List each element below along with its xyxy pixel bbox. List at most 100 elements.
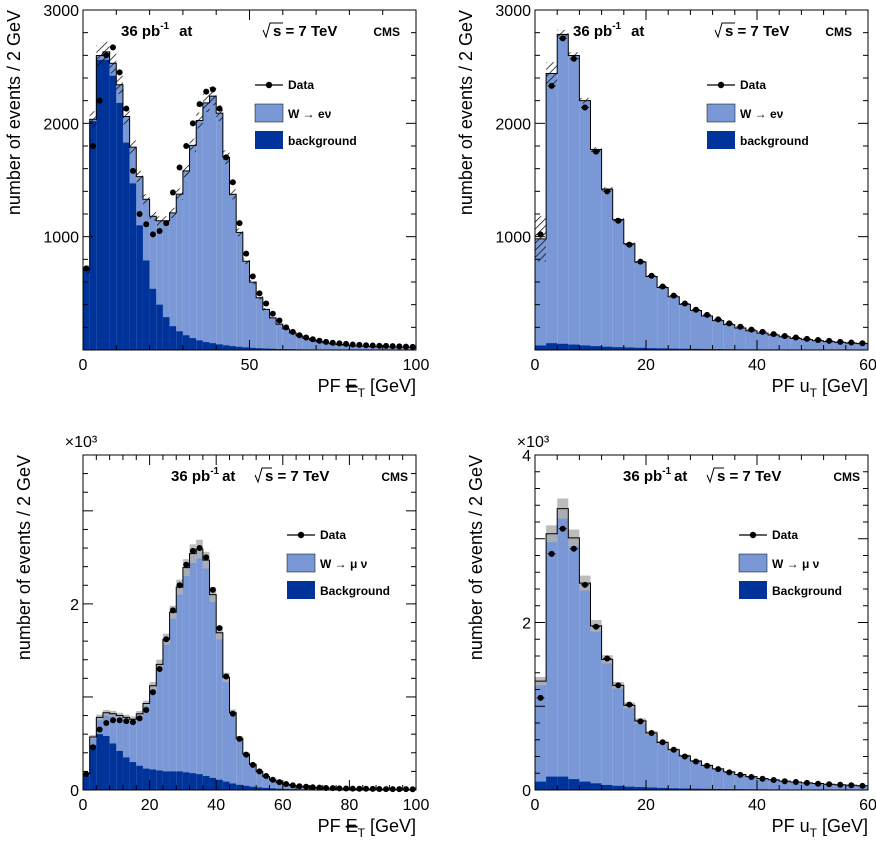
lumi-at: at <box>222 468 235 485</box>
signal-bar <box>202 102 210 350</box>
data-point <box>604 655 611 662</box>
background-bar <box>209 777 217 790</box>
y-tick-label: 3000 <box>495 3 531 20</box>
background-bar <box>634 347 646 350</box>
x-tick-label: 0 <box>79 797 88 814</box>
signal-bar <box>601 189 613 350</box>
signal-bar <box>590 149 602 350</box>
data-point <box>626 701 633 708</box>
mc-total-outline <box>534 33 868 350</box>
signal-bar <box>309 340 317 350</box>
lumi-label: 36 pb-1 at <box>623 466 687 485</box>
data-point <box>681 300 688 307</box>
data-point <box>648 272 655 279</box>
x-tick-label: 0 <box>531 797 540 814</box>
data-point <box>83 771 90 778</box>
y-tick-label: 2 <box>522 616 531 633</box>
data-point <box>256 290 263 297</box>
background-bar <box>102 736 110 790</box>
data-point <box>637 718 644 725</box>
panel-top-right: 0 20 40 60 1000 2000 3000 number of events / 2 … <box>456 3 876 400</box>
data-point <box>309 336 316 343</box>
background-bar <box>634 787 646 790</box>
signal-bar <box>262 776 270 790</box>
background-bar <box>646 787 658 790</box>
data-point <box>196 545 203 552</box>
x-axis-title-suffix: [GeV] <box>817 816 868 836</box>
background-bar <box>590 783 602 790</box>
data-point <box>581 104 588 111</box>
signal-bar <box>712 320 724 350</box>
background-bar <box>229 783 237 790</box>
data-point <box>263 300 270 307</box>
sqrt-icon <box>254 467 272 484</box>
background-bar <box>276 348 283 350</box>
signal-bar <box>535 681 547 790</box>
data-point <box>309 784 316 791</box>
data-point <box>109 717 116 724</box>
background-bar <box>149 769 157 790</box>
background-bar <box>129 183 137 350</box>
data-point <box>792 334 799 341</box>
signal-bar <box>623 705 635 790</box>
background-bar <box>579 345 591 350</box>
legend-signal-swatch <box>254 103 284 123</box>
experiment-label: CMS <box>825 25 852 39</box>
background-bar <box>196 340 203 350</box>
y-axis-title: number of events / 2 GeV <box>14 455 34 660</box>
data-point <box>303 783 310 790</box>
x-tick-label: 0 <box>79 357 88 374</box>
background-bar <box>269 348 277 350</box>
signal-bar <box>546 73 558 350</box>
data-point <box>243 751 250 758</box>
data-point <box>692 306 699 313</box>
signal-bar <box>579 100 591 351</box>
signal-bar <box>657 287 669 350</box>
background-bar <box>590 346 602 350</box>
legend-background-label: Background <box>320 584 390 598</box>
x-tick-label: 50 <box>241 357 259 374</box>
background-bar <box>236 346 243 350</box>
x-axis-title-symbol: E <box>346 376 358 396</box>
data-point <box>316 337 323 344</box>
data-point <box>726 320 733 327</box>
background-bar <box>116 102 123 350</box>
signal-bar <box>590 625 602 790</box>
data-point <box>116 69 123 76</box>
data-point <box>409 343 416 350</box>
signal-bar <box>623 243 635 350</box>
signal-bar <box>856 343 868 350</box>
signal-bar <box>269 779 277 790</box>
y-tick-label: 4 <box>522 448 531 465</box>
signal-bar <box>322 342 330 350</box>
data-point <box>369 342 376 349</box>
background-bar <box>546 776 558 790</box>
data-point <box>837 781 844 788</box>
legend-signal-swatch <box>286 553 316 573</box>
data-point <box>176 582 183 589</box>
signal-bar <box>242 261 250 350</box>
data-point <box>343 340 350 347</box>
background-bar <box>276 788 283 790</box>
data-point <box>559 525 566 532</box>
signal-bar <box>162 639 170 790</box>
background-bar <box>156 304 163 350</box>
background-bar <box>136 225 143 350</box>
data-point <box>748 774 755 781</box>
data-point <box>376 785 383 792</box>
background-bar <box>256 787 263 790</box>
data-point <box>156 228 163 234</box>
signal-bar <box>757 333 769 350</box>
data-point <box>96 97 103 104</box>
data-point <box>163 220 170 227</box>
y-axis-title: number of events / 2 GeV <box>466 455 486 660</box>
signal-bar <box>801 339 813 350</box>
background-bar <box>169 326 177 350</box>
data-point <box>570 55 577 62</box>
y-tick-label: 0 <box>522 783 531 800</box>
background-bar <box>657 348 669 350</box>
energy-label: s = 7 TeV <box>725 23 789 40</box>
signal-bar <box>196 120 203 350</box>
data-point <box>223 154 230 161</box>
x-axis-title: PF uT [GeV] <box>772 376 868 400</box>
